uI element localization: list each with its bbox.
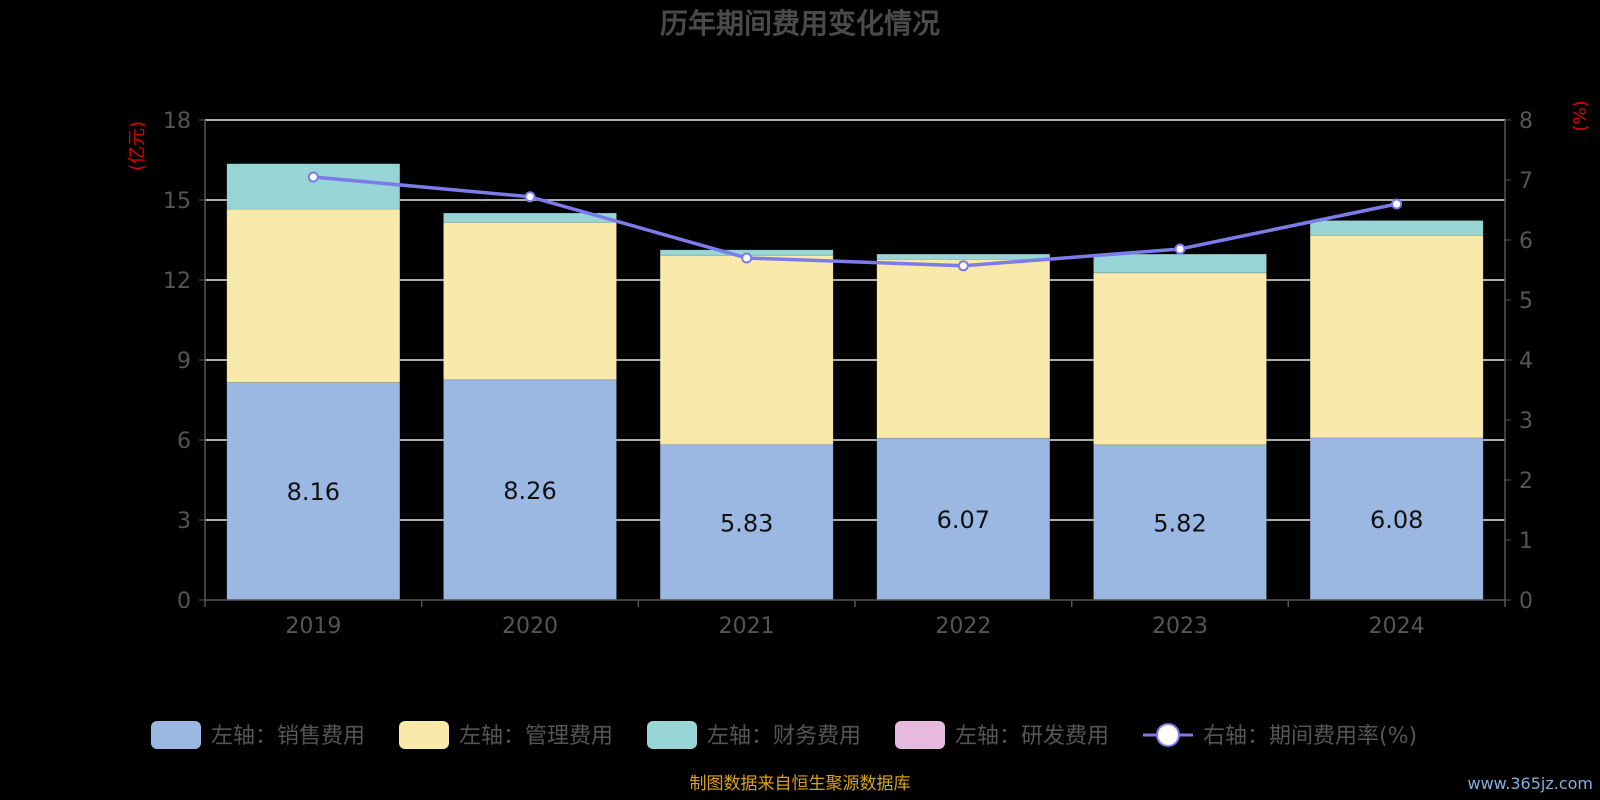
bar-segment — [443, 212, 617, 223]
legend-label: 右轴：期间费用率(%) — [1203, 724, 1417, 749]
grid-lines — [205, 119, 1505, 521]
right-axis-tick-label: 1 — [1519, 529, 1533, 554]
right-axis-tick-label: 6 — [1519, 229, 1533, 254]
legend-label: 左轴：研发费用 — [955, 724, 1109, 749]
x-axis-tick-label: 2023 — [1152, 614, 1208, 639]
rate-point — [307, 171, 319, 183]
bar-data-label: 6.07 — [937, 506, 990, 534]
right-axis-tick-label: 5 — [1519, 289, 1533, 314]
legend-swatch — [399, 721, 449, 749]
bar-data-label: 6.08 — [1370, 506, 1423, 534]
left-axis-tick-label: 3 — [177, 509, 191, 534]
source-note: 制图数据来自恒生聚源数据库 — [690, 774, 911, 794]
left-axis-tick-label: 6 — [177, 429, 191, 454]
bar-segment — [1093, 253, 1267, 274]
bar-segment — [1309, 437, 1484, 601]
bar-segment — [659, 444, 834, 601]
bar-segment — [659, 254, 834, 446]
right-axis-tick-label: 0 — [1519, 589, 1533, 614]
rate-point — [957, 260, 969, 272]
right-axis-tick-label: 4 — [1519, 349, 1533, 374]
left-axis-tick-label: 18 — [163, 109, 191, 134]
right-axis-tick-label: 8 — [1519, 109, 1533, 134]
legend: 左轴：销售费用 左轴：管理费用 左轴：财务费用 左轴：研发费用 右轴：期间费用率(%) — [151, 721, 1417, 749]
left-axis-tick-label: 0 — [177, 589, 191, 614]
x-axis-tick-label: 2021 — [719, 614, 775, 639]
chart-title: 历年期间费用变化情况 — [660, 7, 940, 40]
watermark: www.365jz.com — [1467, 774, 1593, 793]
right-axis-tick-label: 2 — [1519, 469, 1533, 494]
bar-segment — [1309, 220, 1484, 236]
rate-point — [1174, 243, 1186, 255]
left-axis-tick-label: 12 — [163, 269, 191, 294]
bar-segment — [443, 379, 617, 601]
rate-point — [741, 252, 753, 264]
rate-point — [1391, 198, 1403, 210]
right-axis-tick-label: 7 — [1519, 169, 1533, 194]
legend-label: 左轴：销售费用 — [211, 724, 365, 749]
rate-line-layer — [307, 171, 1403, 272]
rate-line — [313, 175, 1398, 268]
bar-data-label: 8.16 — [287, 478, 340, 506]
bar-segment — [226, 208, 401, 383]
x-axis-tick-label: 2019 — [285, 614, 341, 639]
legend-label: 左轴：财务费用 — [707, 724, 861, 749]
bar-data-label: 8.26 — [503, 477, 556, 505]
x-axis-tick-label: 2022 — [935, 614, 991, 639]
bar-segment — [876, 437, 1051, 601]
legend-swatch — [647, 721, 697, 749]
legend-marker — [1156, 723, 1180, 747]
right-axis-unit: (%) — [1570, 100, 1591, 131]
left-axis-unit: (亿元) — [127, 121, 148, 171]
legend-swatch — [151, 721, 201, 749]
legend-label: 左轴：管理费用 — [459, 724, 613, 749]
bar-segment — [876, 253, 1051, 260]
bar-data-label: 5.83 — [720, 509, 773, 537]
bar-segment — [1309, 234, 1484, 439]
left-axis-tick-label: 9 — [177, 349, 191, 374]
rate-point — [524, 191, 536, 203]
legend-swatch — [895, 721, 945, 749]
x-axis-tick-label: 2024 — [1369, 614, 1425, 639]
bar-data-label: 5.82 — [1153, 509, 1206, 537]
bar-segment — [876, 258, 1051, 439]
bar-segment — [226, 381, 401, 601]
right-axis-tick-label: 3 — [1519, 409, 1533, 434]
x-axis-tick-label: 2020 — [502, 614, 558, 639]
bar-segment — [443, 221, 617, 381]
bars-layer: 8.16 8.26 5.83 6.07 5.82 6.08 — [226, 163, 1484, 601]
bar-segment — [226, 163, 401, 210]
left-axis-tick-label: 15 — [163, 189, 191, 214]
bar-segment — [1093, 272, 1267, 446]
